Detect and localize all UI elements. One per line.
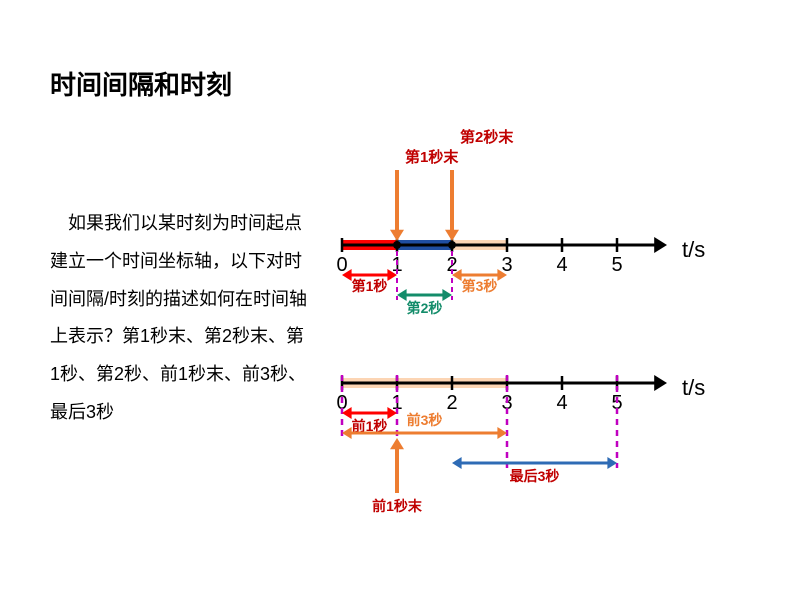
svg-text:第1秒: 第1秒 xyxy=(352,278,388,294)
svg-text:前1秒末: 前1秒末 xyxy=(372,498,423,514)
svg-text:第3秒: 第3秒 xyxy=(462,278,498,294)
svg-text:前3秒: 前3秒 xyxy=(407,412,443,428)
svg-text:2: 2 xyxy=(446,392,457,414)
page-title: 时间间隔和时刻 xyxy=(50,65,232,102)
svg-text:5: 5 xyxy=(611,254,622,276)
svg-text:第2秒: 第2秒 xyxy=(407,300,443,316)
time-axis-diagram: 012345t/s第1秒末第2秒末第1秒第2秒第3秒012345t/s前1秒前3… xyxy=(330,135,750,535)
svg-text:第1秒末: 第1秒末 xyxy=(405,148,459,166)
svg-text:最后3秒: 最后3秒 xyxy=(510,468,560,484)
svg-text:4: 4 xyxy=(556,254,567,276)
svg-text:4: 4 xyxy=(556,392,567,414)
svg-text:t/s: t/s xyxy=(682,237,705,262)
body-text: 如果我们以某时刻为时间起点建立一个时间坐标轴，以下对时间间隔/时刻的描述如何在时… xyxy=(50,205,310,432)
svg-text:t/s: t/s xyxy=(682,375,705,400)
svg-text:第2秒末: 第2秒末 xyxy=(460,128,514,146)
